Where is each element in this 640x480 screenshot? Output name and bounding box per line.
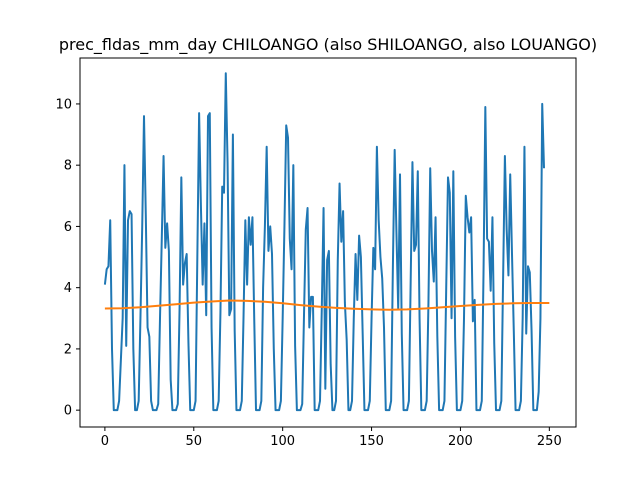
y-tick-label: 6 <box>64 220 72 235</box>
y-tick-label: 4 <box>64 281 72 296</box>
series-layer <box>103 72 550 412</box>
x-tick-label: 0 <box>101 434 109 449</box>
x-tick-label: 150 <box>359 434 384 449</box>
series-line-1 <box>103 72 545 412</box>
plot-frame <box>79 57 577 428</box>
x-tick-label: 50 <box>186 434 203 449</box>
series-line-2 <box>104 299 550 311</box>
y-axis: 0 2 4 6 8 10 <box>55 97 80 419</box>
y-tick-label: 10 <box>55 97 72 112</box>
y-tick-label: 8 <box>64 159 72 174</box>
y-tick-label: 0 <box>64 404 72 419</box>
x-tick-label: 100 <box>270 434 295 449</box>
y-tick-label: 2 <box>64 342 72 357</box>
x-tick-label: 250 <box>537 434 562 449</box>
chart-title: prec_fldas_mm_day CHILOANGO (also SHILOA… <box>59 35 597 55</box>
x-axis: 0 50 100 150 200 250 <box>101 427 562 449</box>
x-tick-label: 200 <box>448 434 473 449</box>
